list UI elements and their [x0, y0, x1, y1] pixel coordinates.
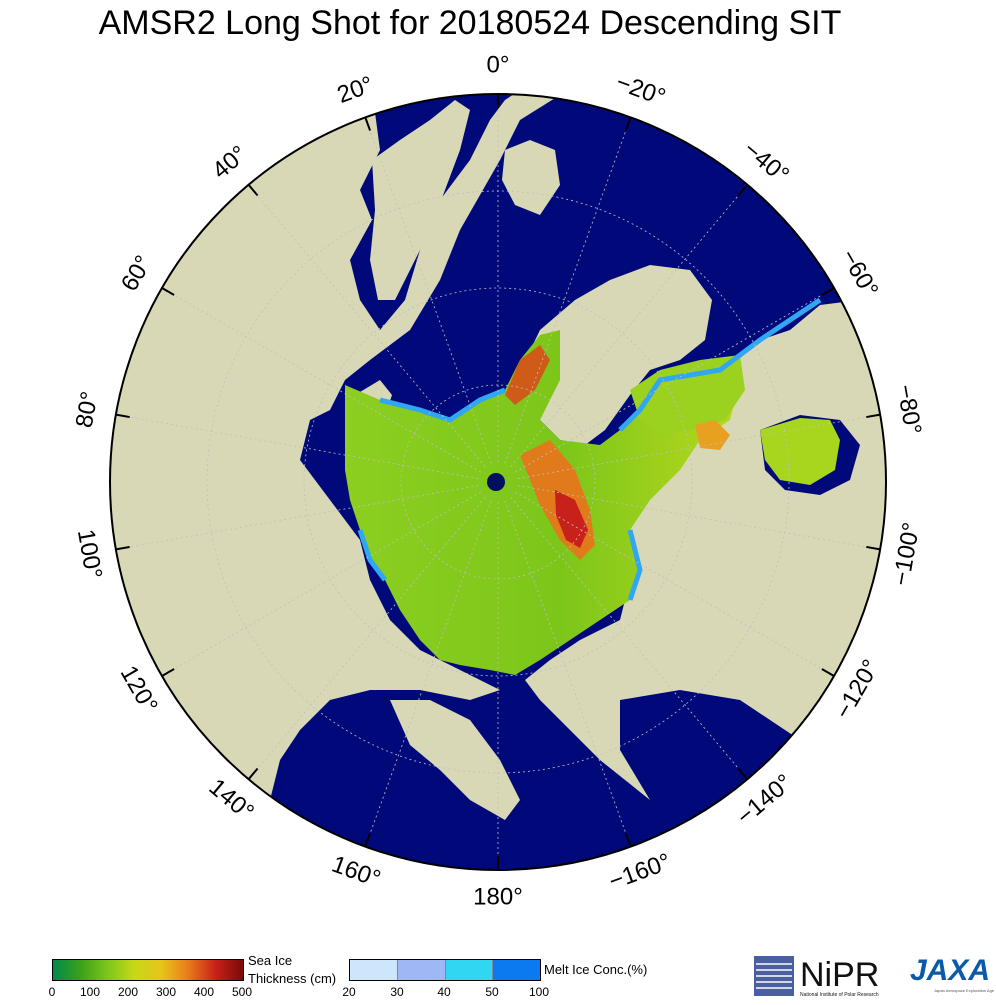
land-svalbard [502, 140, 560, 215]
nipr-subtext: National Institute of Polar Research [800, 992, 879, 998]
thickness-gradient [53, 960, 243, 980]
land-chukotka [390, 700, 520, 820]
lon-label: 40° [207, 140, 252, 184]
meridian-line [510, 497, 748, 780]
thickness-tick: 0 [48, 985, 56, 999]
meridian-line [515, 491, 835, 677]
melt-tick: 40 [437, 985, 451, 999]
meridian-line [161, 491, 481, 677]
lon-label: 160° [328, 851, 384, 893]
melt-swatch-1 [350, 960, 398, 980]
meridian-line [248, 184, 486, 467]
lon-label: −60° [835, 245, 884, 302]
lon-tick [821, 287, 835, 296]
lon-ticks [115, 94, 881, 870]
lon-tick [247, 184, 259, 197]
melt-tick: 20 [342, 985, 356, 999]
thickness-title-2: Thickness (cm) [248, 971, 337, 986]
meridian-line [504, 117, 632, 464]
melt-tick: 30 [390, 985, 404, 999]
thickness-tick: 100 [79, 985, 101, 999]
pole-hole [487, 473, 505, 491]
thickest-ice [555, 490, 588, 548]
lon-label: 80° [71, 389, 104, 429]
lon-tick [737, 184, 749, 197]
sea-ice-baffin [630, 355, 745, 435]
meridian-line [115, 414, 479, 479]
nipr-logo: NiPR National Institute of Polar Researc… [752, 952, 902, 998]
sea-ice-hudson [760, 418, 840, 485]
melt-title: Melt Ice Conc.(%) [544, 962, 648, 977]
lon-label: −80° [891, 382, 926, 436]
jaxa-text: JAXA [910, 954, 990, 987]
meridian-line [504, 500, 632, 847]
meridian-line [510, 184, 748, 467]
land-greenland [528, 265, 712, 445]
lon-tick [821, 668, 835, 677]
lon-label: −100° [888, 520, 926, 587]
lon-tick [737, 767, 749, 780]
melt-colorbar [349, 959, 541, 981]
meridian-line [364, 117, 492, 464]
lon-label: 100° [72, 527, 107, 581]
lon-label: 120° [115, 661, 163, 717]
lon-tick [624, 117, 632, 131]
melt-swatch-2 [397, 960, 446, 980]
thickness-tick: 400 [193, 985, 215, 999]
lon-label: 0° [487, 51, 510, 78]
thickness-tick: 300 [155, 985, 177, 999]
melt-tick: 100 [528, 985, 550, 999]
lon-tick [161, 287, 175, 296]
thick-ice-svalbard [505, 345, 550, 405]
melt-tick: 50 [485, 985, 499, 999]
map-title: AMSR2 Long Shot for 20180524 Descending … [98, 4, 842, 42]
polar-map: 0°−20°−40°−60°−80°−100°−120°−140°−160°18… [71, 51, 927, 910]
lon-tick [624, 833, 632, 847]
meridian-line [517, 414, 881, 479]
thickness-tick: 200 [117, 985, 139, 999]
lon-tick [161, 668, 175, 677]
meridian-line [161, 287, 481, 473]
meridian-line [364, 500, 492, 847]
meridian-line [517, 485, 881, 550]
lon-tick [866, 413, 881, 419]
lon-label: 60° [116, 251, 158, 296]
melt-zone-edge [357, 297, 822, 601]
thickness-tick: 500 [231, 985, 253, 999]
graticule [115, 94, 881, 870]
lon-tick [364, 117, 372, 131]
melt-swatch-4 [493, 960, 540, 980]
melt-swatch-3 [445, 960, 494, 980]
lon-tick [866, 545, 881, 551]
land-scandinavia [370, 100, 470, 300]
jaxa-logo: JAXA Japan Aerospace Exploration Agency [908, 948, 996, 1000]
meridian-line [115, 485, 479, 550]
lon-tick [247, 767, 259, 780]
lon-label: −20° [612, 69, 669, 112]
lon-label: −160° [605, 848, 674, 895]
lon-tick [115, 545, 130, 551]
thickness-title-1: Sea Ice [248, 953, 293, 968]
thickness-colorbar [52, 959, 244, 981]
meridian-line [515, 287, 835, 473]
lon-tick [364, 833, 372, 847]
jaxa-subtext: Japan Aerospace Exploration Agency [934, 988, 994, 993]
lon-label: −40° [738, 136, 794, 189]
nipr-text: NiPR [800, 956, 879, 994]
lon-label: 180° [473, 883, 523, 910]
lon-label: 20° [334, 71, 377, 109]
lon-tick [115, 413, 130, 419]
meridian-line [248, 497, 486, 780]
land-eurasia [110, 94, 560, 870]
